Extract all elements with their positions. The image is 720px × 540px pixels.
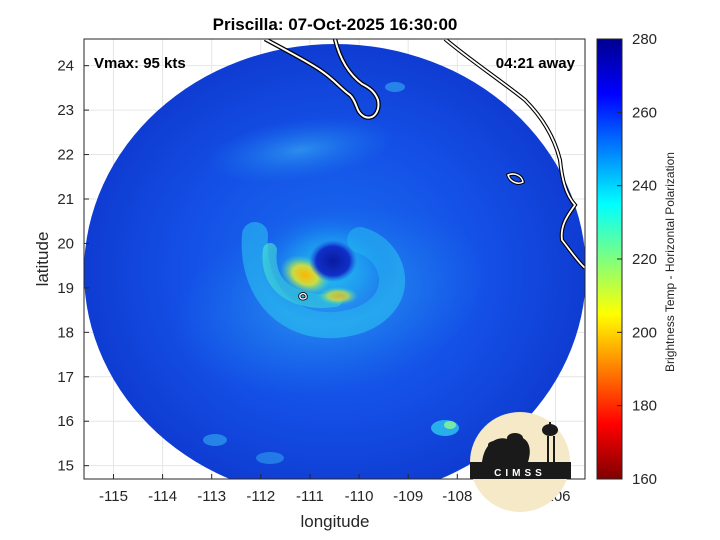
y-tick-label: 15 [57,458,74,475]
y-tick-label: 23 [57,102,74,119]
colorbar-label: Brightness Temp - Horizontal Polarizatio… [663,152,677,372]
x-axis-label: longitude [300,512,369,531]
x-tick-label: -109 [393,488,423,505]
y-axis-ticks: 15 16 17 18 19 20 21 22 23 24 [57,58,89,475]
warm-convection-tail [318,287,358,305]
colorbar-tick-label: 260 [632,104,657,121]
time-away-annotation: 04:21 away [496,55,576,72]
colorbar-tick-label: 200 [632,324,657,341]
colorbar-tick-label: 160 [632,471,657,488]
y-tick-label: 22 [57,147,74,164]
x-tick-label: -110 [345,488,374,505]
convective-cell [203,434,227,446]
colorbar-ticks: 160 180 200 220 240 260 280 [617,31,657,488]
northern-rain-band [205,117,395,183]
y-tick-label: 21 [57,191,74,208]
y-tick-label: 16 [57,413,74,430]
coastlines [263,39,585,301]
y-axis-label: latitude [33,232,52,287]
axes-frame [83,38,586,480]
x-tick-label: -108 [442,488,472,505]
convective-cell [431,420,459,436]
colorbar-tick-label: 240 [632,178,657,195]
colorbar-tick-label: 220 [632,251,657,268]
y-tick-label: 20 [57,235,74,252]
storm-eye [309,240,357,282]
convective-cell [444,421,456,429]
colorbar: 160 180 200 220 240 260 280 Brightness Temp - … [596,31,677,488]
y-tick-label: 17 [57,369,74,386]
x-tick-label: -115 [99,488,128,505]
convective-cell [385,82,405,92]
x-tick-label: -111 [296,488,324,505]
figure-title: Priscilla: 07-Oct-2025 16:30:00 [213,15,458,34]
y-tick-label: 19 [57,280,74,297]
y-tick-label: 18 [57,324,74,341]
colorbar-tick-label: 180 [632,398,657,415]
colorbar-tick-label: 280 [632,31,657,48]
x-tick-label: -113 [197,488,226,505]
convective-cell [256,452,284,464]
x-tick-label: -112 [246,488,275,505]
x-tick-label: -114 [148,488,177,505]
vmax-annotation: Vmax: 95 kts [94,55,186,72]
satellite-swath [84,44,585,479]
cimss-logo: CIMSS [470,412,571,512]
logo-text: CIMSS [494,468,546,479]
y-tick-label: 24 [57,58,74,75]
